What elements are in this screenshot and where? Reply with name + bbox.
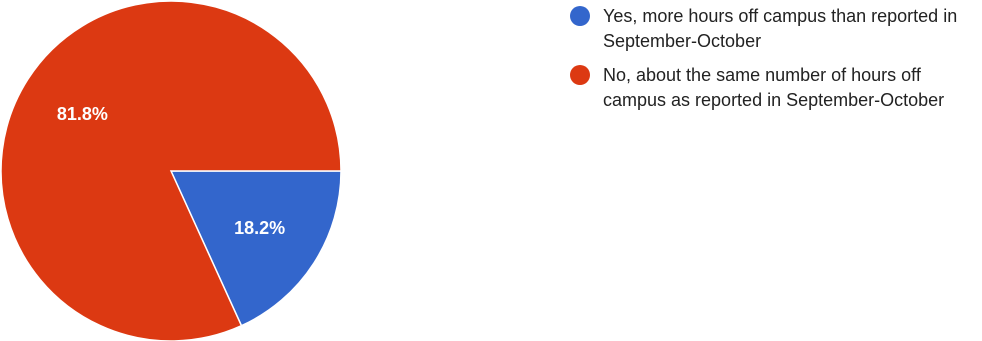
legend-item-no[interactable]: No, about the same number of hours off c… (570, 63, 975, 113)
legend-label-yes: Yes, more hours off campus than reported… (603, 6, 958, 51)
pie-chart: 18.2% 81.8% (0, 0, 342, 341)
legend: Yes, more hours off campus than reported… (570, 4, 975, 122)
pie-slice-yes[interactable] (169, 170, 342, 327)
pie-slice-no[interactable] (0, 0, 342, 341)
legend-item-yes[interactable]: Yes, more hours off campus than reported… (570, 4, 975, 54)
slice-label-yes: 18.2% (234, 218, 285, 238)
legend-swatch-no (570, 65, 590, 85)
legend-label-no: No, about the same number of hours off c… (603, 65, 945, 110)
legend-swatch-yes (570, 6, 590, 26)
slice-label-no: 81.8% (57, 104, 108, 124)
